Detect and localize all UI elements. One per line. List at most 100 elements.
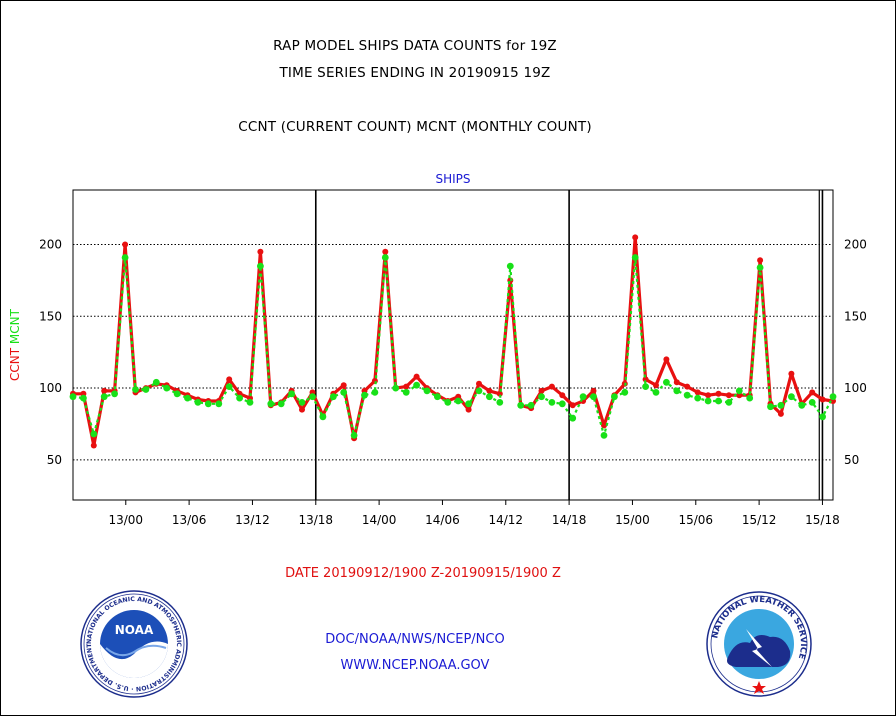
mcnt-data-point bbox=[631, 254, 639, 261]
x-tick-label: 14/12 bbox=[488, 513, 523, 527]
mcnt-data-point bbox=[204, 400, 212, 408]
chart-title-line2: TIME SERIES ENDING IN 20190915 19Z bbox=[279, 65, 551, 81]
org-text: DOC/NOAA/NWS/NCEP/NCO bbox=[325, 632, 505, 647]
mcnt-data-point bbox=[173, 390, 181, 398]
mcnt-data-point bbox=[288, 390, 295, 398]
mcnt-data-point bbox=[735, 387, 743, 395]
mcnt-data-point bbox=[350, 432, 358, 439]
mcnt-data-point bbox=[69, 393, 77, 401]
mcnt-data-point bbox=[558, 400, 566, 408]
mcnt-data-point bbox=[548, 399, 556, 406]
mcnt-data-point bbox=[267, 400, 275, 408]
nws-logo: NATIONAL WEATHER SERVICE bbox=[706, 591, 812, 697]
y-axis-label: CCNT MCNT bbox=[8, 308, 22, 381]
mcnt-data-point bbox=[621, 389, 629, 396]
ccnt-data-point bbox=[257, 248, 264, 255]
mcnt-data-point bbox=[496, 399, 504, 406]
ccnt-data-point bbox=[819, 396, 826, 403]
mcnt-data-point bbox=[277, 400, 285, 408]
mcnt-series-line bbox=[72, 256, 834, 437]
ccnt-data-point bbox=[788, 370, 795, 377]
x-tick-label: 13/00 bbox=[108, 513, 143, 527]
mcnt-data-point bbox=[788, 393, 795, 401]
ccnt-data-point bbox=[465, 406, 472, 413]
mcnt-data-point bbox=[611, 393, 618, 401]
x-tick-label: 14/18 bbox=[552, 513, 587, 527]
ccnt-data-point bbox=[226, 376, 233, 383]
ccnt-data-point bbox=[673, 379, 680, 386]
mcnt-data-point bbox=[90, 430, 98, 438]
ccnt-data-point bbox=[777, 410, 784, 417]
ccnt-series-line bbox=[73, 235, 834, 448]
y-tick-label-left: 100 bbox=[39, 381, 62, 395]
ccnt-data-point bbox=[299, 406, 305, 413]
ccnt-data-point bbox=[538, 387, 545, 394]
mcnt-data-point bbox=[579, 393, 587, 401]
mcnt-data-point bbox=[236, 394, 244, 402]
ccnt-data-point bbox=[590, 387, 597, 394]
mcnt-data-point bbox=[517, 401, 525, 409]
date-range-label: DATE 20190912/1900 Z-20190915/1900 Z bbox=[285, 566, 561, 581]
mcnt-data-point bbox=[767, 403, 774, 411]
ccnt-data-point bbox=[382, 248, 389, 255]
mcnt-data-point bbox=[486, 393, 493, 401]
noaa-logo: NATIONAL OCEANIC AND ATMOSPHERIC ADMINIS… bbox=[80, 590, 188, 698]
mcnt-data-point bbox=[746, 394, 754, 402]
mcnt-data-point bbox=[142, 386, 150, 393]
ccnt-data-point bbox=[632, 234, 639, 241]
ccnt-data-point bbox=[101, 387, 108, 394]
y-tick-label-left: 150 bbox=[39, 309, 62, 323]
ccnt-data-point bbox=[122, 241, 129, 248]
mcnt-data-point bbox=[475, 387, 483, 395]
mcnt-data-point bbox=[819, 413, 826, 421]
website-link[interactable]: WWW.NCEP.NOAA.GOV bbox=[340, 658, 490, 673]
mcnt-data-point bbox=[184, 394, 191, 402]
mcnt-data-point bbox=[152, 378, 160, 386]
mcnt-data-point bbox=[163, 384, 171, 392]
plot-title: SHIPS bbox=[435, 172, 470, 186]
ccnt-data-point bbox=[725, 392, 732, 399]
mcnt-data-point bbox=[444, 399, 452, 406]
ccnt-data-point bbox=[559, 392, 566, 399]
mcnt-data-point bbox=[132, 386, 139, 393]
mcnt-data-point bbox=[309, 393, 316, 401]
mcnt-data-point bbox=[756, 264, 764, 271]
mcnt-data-point bbox=[434, 393, 441, 401]
ccnt-data-point bbox=[663, 356, 670, 363]
ccnt-data-point bbox=[653, 382, 659, 389]
mcnt-data-point bbox=[715, 397, 722, 405]
mcnt-data-point bbox=[465, 400, 472, 408]
y-tick-label-right: 200 bbox=[844, 238, 867, 252]
ccnt-data-point bbox=[569, 402, 576, 409]
mcnt-data-point bbox=[246, 399, 254, 406]
ccnt-data-point bbox=[403, 383, 410, 390]
mcnt-data-point bbox=[111, 390, 118, 398]
mcnt-data-point bbox=[704, 397, 712, 405]
ccnt-data-point bbox=[90, 442, 97, 449]
mcnt-data-point bbox=[590, 393, 597, 401]
mcnt-data-point bbox=[215, 400, 223, 408]
y-tick-label-left: 200 bbox=[39, 238, 62, 252]
mcnt-data-point bbox=[413, 381, 420, 389]
y-tick-label-right: 150 bbox=[844, 309, 867, 323]
mcnt-data-point bbox=[402, 389, 410, 396]
mcnt-data-point bbox=[121, 254, 129, 261]
mcnt-data-point bbox=[798, 401, 806, 409]
ccnt-data-point bbox=[486, 387, 493, 394]
mcnt-data-point bbox=[683, 391, 691, 399]
mcnt-data-point bbox=[673, 387, 681, 395]
ccnt-data-point bbox=[694, 389, 701, 396]
mcnt-data-point bbox=[298, 399, 306, 406]
y-tick-label-right: 100 bbox=[844, 381, 867, 395]
mcnt-data-point bbox=[652, 389, 660, 396]
mcnt-data-point bbox=[423, 387, 431, 395]
mcnt-data-point bbox=[506, 262, 514, 270]
mcnt-data-point bbox=[527, 401, 535, 409]
ccnt-data-point bbox=[601, 422, 607, 429]
mcnt-data-point bbox=[257, 262, 264, 270]
ccnt-data-point bbox=[340, 382, 347, 389]
x-tick-label: 15/18 bbox=[805, 513, 840, 527]
chart-title-line1: RAP MODEL SHIPS DATA COUNTS for 19Z bbox=[273, 38, 557, 54]
y-axis-label-ccnt: CCNT bbox=[8, 344, 22, 381]
